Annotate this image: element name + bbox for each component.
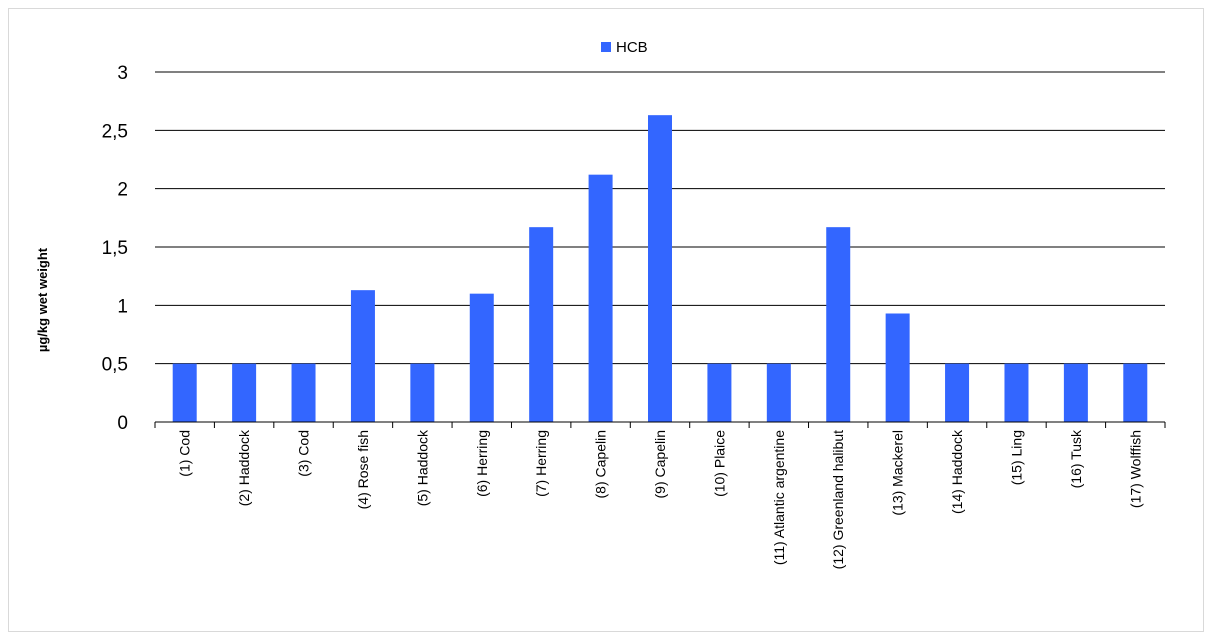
- x-tick-label: (10) Plaice: [711, 430, 727, 497]
- bar: [885, 313, 910, 422]
- bar: [350, 290, 375, 422]
- x-tick-label: (17) Wolffish: [1127, 430, 1143, 508]
- y-tick-label: 2,5: [102, 121, 128, 142]
- bar: [648, 115, 672, 423]
- x-tick-label: (16) Tusk: [1068, 429, 1084, 488]
- bar: [826, 227, 851, 422]
- bar: [469, 293, 494, 422]
- bar: [945, 363, 970, 422]
- legend: HCB: [601, 39, 648, 56]
- x-tick-label: (2) Haddock: [236, 429, 252, 506]
- bar: [707, 363, 732, 422]
- x-tick-label: (8) Capelin: [593, 430, 609, 498]
- y-tick-label: 0,5: [102, 355, 128, 376]
- y-tick-label: 1,5: [102, 238, 128, 259]
- x-tick-label: (11) Atlantic argentine: [771, 430, 787, 565]
- legend-swatch: [601, 42, 611, 52]
- x-tick-label: (13) Mackerel: [890, 430, 906, 516]
- x-axis-ticks: (1) Cod (2) Haddock (3) Cod (4) Rose fish (5…: [154, 422, 1166, 569]
- bar: [232, 363, 257, 422]
- y-tick-label: 2: [117, 180, 128, 201]
- bar: [529, 227, 554, 422]
- bar: [766, 363, 791, 422]
- bar: [1063, 363, 1088, 422]
- x-tick-label: (4) Rose fish: [355, 430, 371, 509]
- x-tick-label: (5) Haddock: [414, 429, 430, 506]
- bar: [172, 363, 197, 422]
- y-tick-label: 1: [117, 296, 128, 317]
- y-axis-label: µg/kg wet weight: [35, 247, 50, 352]
- x-tick-label: (12) Greenland halibut: [830, 430, 846, 569]
- bar: [1123, 363, 1148, 422]
- x-tick-label: (3) Cod: [296, 430, 312, 477]
- bar: [410, 363, 435, 422]
- x-tick-label: (1) Cod: [177, 430, 193, 477]
- y-axis-ticks: 0 0,5 1 1,5 2 2,5 3: [102, 63, 128, 434]
- bar: [291, 363, 316, 422]
- legend-label: HCB: [616, 39, 648, 56]
- x-tick-label: (15) Ling: [1008, 430, 1024, 485]
- bar: [588, 174, 613, 422]
- bar: [1004, 363, 1029, 422]
- bars: [172, 115, 1148, 423]
- y-tick-label: 0: [117, 413, 128, 434]
- y-tick-label: 3: [117, 63, 128, 84]
- x-tick-label: (6) Herring: [474, 430, 490, 497]
- x-tick-label: (14) Haddock: [949, 429, 965, 514]
- x-tick-label: (7) Herring: [533, 430, 549, 497]
- x-tick-label: (9) Capelin: [652, 430, 668, 498]
